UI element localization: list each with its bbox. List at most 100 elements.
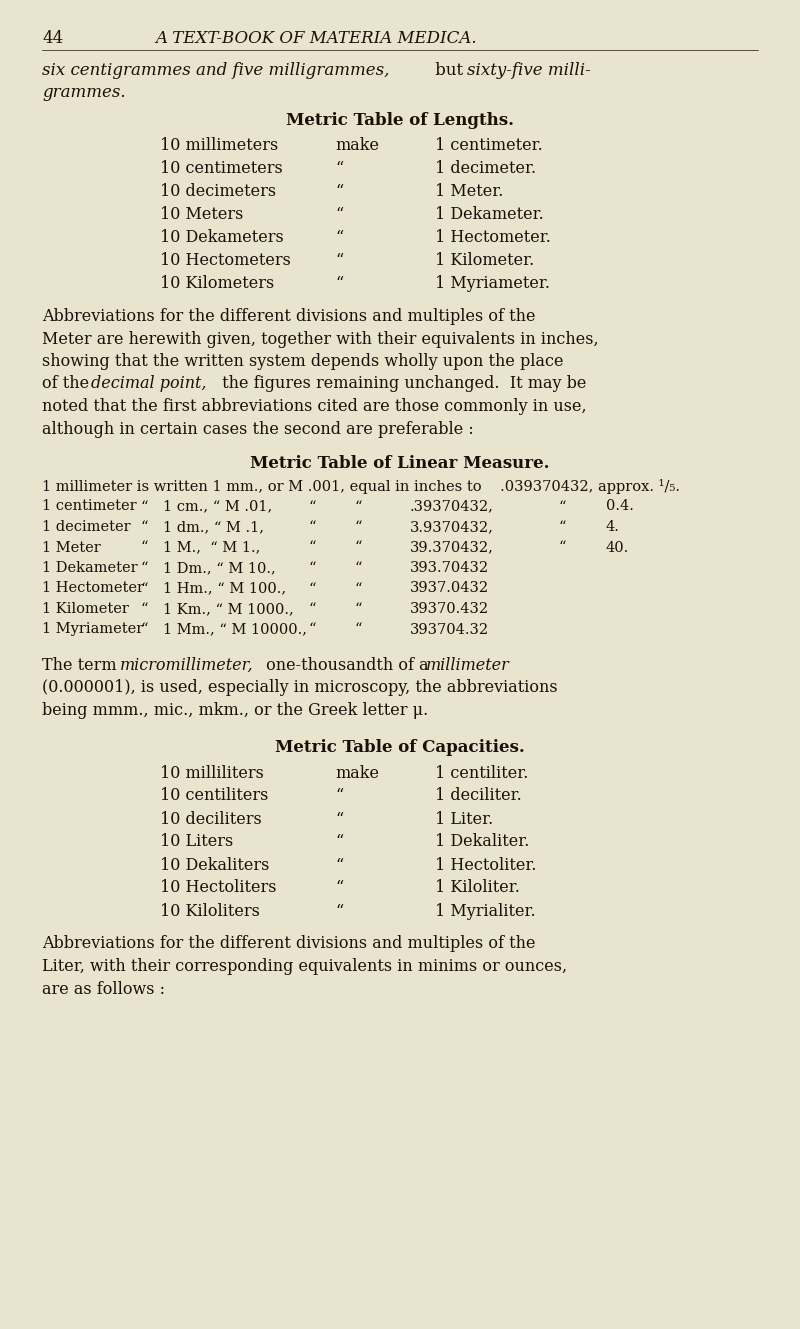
Text: “: “ [355, 500, 362, 513]
Text: “: “ [355, 602, 362, 617]
Text: “: “ [140, 561, 147, 575]
Text: 3.9370432,: 3.9370432, [410, 520, 494, 534]
Text: The term: The term [42, 657, 122, 674]
Text: “: “ [140, 520, 147, 534]
Text: six centigrammes and five milligrammes,: six centigrammes and five milligrammes, [42, 62, 390, 78]
Text: 10 millimeters: 10 millimeters [160, 137, 278, 154]
Text: Metric Table of Capacities.: Metric Table of Capacities. [275, 739, 525, 755]
Text: but: but [430, 62, 468, 78]
Text: sixty-five milli-: sixty-five milli- [467, 62, 590, 78]
Text: decimal point,: decimal point, [91, 376, 206, 392]
Text: showing that the written system depends wholly upon the place: showing that the written system depends … [42, 354, 563, 369]
Text: “: “ [355, 561, 362, 575]
Text: “: “ [335, 229, 343, 246]
Text: “: “ [308, 561, 315, 575]
Text: 10 Hectometers: 10 Hectometers [160, 253, 291, 268]
Text: “: “ [335, 159, 343, 177]
Text: “: “ [308, 500, 315, 513]
Text: noted that the first abbreviations cited are those commonly in use,: noted that the first abbreviations cited… [42, 397, 586, 415]
Text: 1 decimeter.: 1 decimeter. [435, 159, 536, 177]
Text: 1 Liter.: 1 Liter. [435, 811, 494, 828]
Text: millimeter: millimeter [426, 657, 510, 674]
Text: 1 Meter.: 1 Meter. [435, 183, 503, 199]
Text: “: “ [558, 541, 566, 554]
Text: 10 centimeters: 10 centimeters [160, 159, 282, 177]
Text: 1 Km., “ M 1000.,: 1 Km., “ M 1000., [163, 602, 294, 617]
Text: 44: 44 [42, 31, 63, 47]
Text: A TEXT-BOOK OF MATERIA MEDICA.: A TEXT-BOOK OF MATERIA MEDICA. [155, 31, 477, 47]
Text: 1 Myriameter: 1 Myriameter [42, 622, 143, 637]
Text: 40.: 40. [606, 541, 630, 554]
Text: “: “ [335, 253, 343, 268]
Text: 10 deciliters: 10 deciliters [160, 811, 262, 828]
Text: “: “ [335, 902, 343, 920]
Text: “: “ [355, 520, 362, 534]
Text: Abbreviations for the different divisions and multiples of the: Abbreviations for the different division… [42, 936, 535, 953]
Text: 39370.432: 39370.432 [410, 602, 489, 617]
Text: 1 Kilometer: 1 Kilometer [42, 602, 129, 617]
Text: 1 Dm., “ M 10.,: 1 Dm., “ M 10., [163, 561, 276, 575]
Text: “: “ [355, 582, 362, 595]
Text: 1 M.,  “ M 1.,: 1 M., “ M 1., [163, 541, 260, 554]
Text: “: “ [335, 833, 343, 851]
Text: 10 Kilometers: 10 Kilometers [160, 275, 274, 292]
Text: 10 Liters: 10 Liters [160, 833, 234, 851]
Text: 1 Myrialiter.: 1 Myrialiter. [435, 902, 536, 920]
Text: 1 Dekameter.: 1 Dekameter. [435, 206, 544, 223]
Text: 393.70432: 393.70432 [410, 561, 489, 575]
Text: “: “ [355, 622, 362, 637]
Text: 1 Hm., “ M 100.,: 1 Hm., “ M 100., [163, 582, 286, 595]
Text: 10 Dekameters: 10 Dekameters [160, 229, 284, 246]
Text: 10 centiliters: 10 centiliters [160, 788, 268, 804]
Text: 1 Hectometer.: 1 Hectometer. [435, 229, 551, 246]
Text: (0.000001), is used, especially in microscopy, the abbreviations: (0.000001), is used, especially in micro… [42, 679, 558, 696]
Text: “: “ [140, 541, 147, 554]
Text: .39370432,: .39370432, [410, 500, 494, 513]
Text: “: “ [140, 500, 147, 513]
Text: 39.370432,: 39.370432, [410, 541, 494, 554]
Text: 1 Kilometer.: 1 Kilometer. [435, 253, 534, 268]
Text: micromillimeter,: micromillimeter, [120, 657, 254, 674]
Text: Abbreviations for the different divisions and multiples of the: Abbreviations for the different division… [42, 308, 535, 326]
Text: 10 Hectoliters: 10 Hectoliters [160, 880, 277, 897]
Text: “: “ [308, 520, 315, 534]
Text: 1 Kiloliter.: 1 Kiloliter. [435, 880, 520, 897]
Text: 4.: 4. [606, 520, 620, 534]
Text: 1 Dekaliter.: 1 Dekaliter. [435, 833, 530, 851]
Text: “: “ [335, 811, 343, 828]
Text: Liter, with their corresponding equivalents in minims or ounces,: Liter, with their corresponding equivale… [42, 958, 567, 975]
Text: Metric Table of Lengths.: Metric Table of Lengths. [286, 112, 514, 129]
Text: Meter are herewith given, together with their equivalents in inches,: Meter are herewith given, together with … [42, 331, 598, 347]
Text: 10 Meters: 10 Meters [160, 206, 243, 223]
Text: “: “ [140, 622, 147, 637]
Text: 1 millimeter is written 1 mm., or M .001, equal in inches to    .039370432, appr: 1 millimeter is written 1 mm., or M .001… [42, 478, 680, 494]
Text: 1 centiliter.: 1 centiliter. [435, 764, 528, 781]
Text: 10 decimeters: 10 decimeters [160, 183, 276, 199]
Text: 3937.0432: 3937.0432 [410, 582, 489, 595]
Text: 1 centimeter: 1 centimeter [42, 500, 137, 513]
Text: of the: of the [42, 376, 94, 392]
Text: “: “ [335, 856, 343, 873]
Text: “: “ [308, 582, 315, 595]
Text: 1 Mm., “ M 10000.,: 1 Mm., “ M 10000., [163, 622, 307, 637]
Text: 1 decimeter: 1 decimeter [42, 520, 130, 534]
Text: make: make [335, 764, 379, 781]
Text: “: “ [140, 582, 147, 595]
Text: 1 Dekameter: 1 Dekameter [42, 561, 138, 575]
Text: 0.4.: 0.4. [606, 500, 634, 513]
Text: 10 milliliters: 10 milliliters [160, 764, 264, 781]
Text: 1 Hectoliter.: 1 Hectoliter. [435, 856, 537, 873]
Text: “: “ [308, 602, 315, 617]
Text: 1 Hectometer: 1 Hectometer [42, 582, 144, 595]
Text: “: “ [308, 622, 315, 637]
Text: “: “ [335, 880, 343, 897]
Text: make: make [335, 137, 379, 154]
Text: although in certain cases the second are preferable :: although in certain cases the second are… [42, 420, 474, 437]
Text: “: “ [335, 788, 343, 804]
Text: the figures remaining unchanged.  It may be: the figures remaining unchanged. It may … [217, 376, 586, 392]
Text: 393704.32: 393704.32 [410, 622, 489, 637]
Text: “: “ [335, 275, 343, 292]
Text: 1 cm., “ M .01,: 1 cm., “ M .01, [163, 500, 272, 513]
Text: 1 dm., “ M .1,: 1 dm., “ M .1, [163, 520, 264, 534]
Text: 1 deciliter.: 1 deciliter. [435, 788, 522, 804]
